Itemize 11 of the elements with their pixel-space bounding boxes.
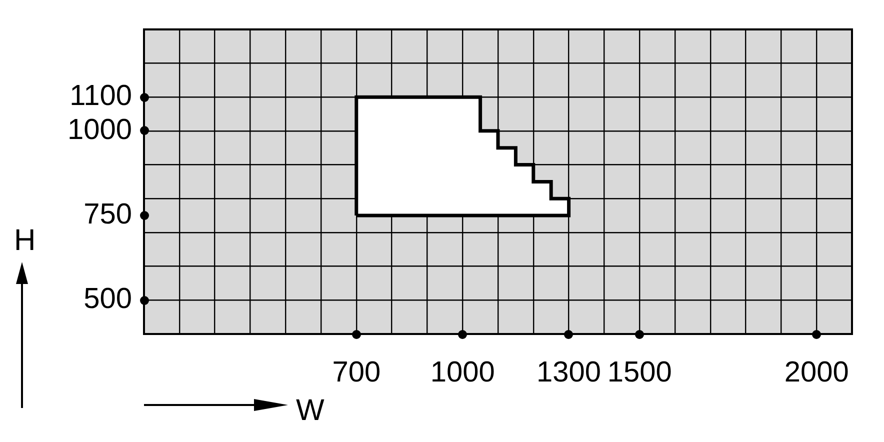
y-axis-title: H bbox=[14, 224, 36, 257]
x-tick-label: 1300 bbox=[536, 356, 602, 388]
x-tick-label: 1500 bbox=[607, 356, 672, 388]
x-axis-title: W bbox=[296, 394, 324, 427]
x-tick-label: 1000 bbox=[430, 356, 495, 388]
x-tick-label: 700 bbox=[332, 356, 381, 388]
y-tick-label: 1100 bbox=[70, 80, 132, 112]
y-tick-label: 750 bbox=[84, 198, 132, 231]
y-tick-label: 1000 bbox=[67, 114, 132, 146]
y-tick-label: 500 bbox=[84, 283, 132, 316]
x-tick-label: 2000 bbox=[784, 356, 849, 388]
